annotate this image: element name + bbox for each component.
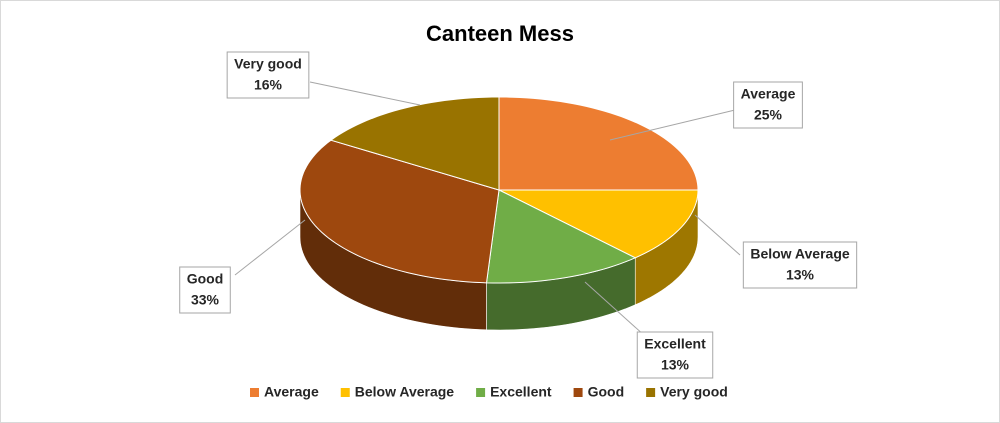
leader-line <box>234 219 306 276</box>
data-label-name: Average <box>741 86 796 102</box>
data-label-name: Excellent <box>644 336 706 352</box>
data-label-box <box>226 51 310 99</box>
data-label-name: Good <box>187 271 224 287</box>
legend-swatch <box>646 388 656 397</box>
data-label-box <box>733 81 803 129</box>
legend-label: Good <box>588 384 625 400</box>
data-label-value: 16% <box>254 77 283 93</box>
legend-swatch <box>476 388 486 397</box>
data-label-name: Very good <box>234 56 302 72</box>
chart-title: Canteen Mess <box>426 21 574 46</box>
data-label-value: 33% <box>191 292 220 308</box>
pie-slice <box>498 96 699 191</box>
pie-slice <box>485 189 637 284</box>
data-label-name: Below Average <box>750 246 850 262</box>
pie-slice <box>329 96 500 191</box>
leader-line <box>694 214 741 256</box>
legend-label: Below Average <box>355 384 455 400</box>
leader-line <box>609 109 736 141</box>
leader-line <box>309 81 421 106</box>
legend-label: Excellent <box>490 384 552 400</box>
data-label-box <box>636 331 714 379</box>
data-label-value: 13% <box>786 267 815 283</box>
legend-label: Average <box>264 384 319 400</box>
pie-slice <box>299 139 500 284</box>
data-label-box <box>179 266 231 314</box>
legend-swatch <box>340 388 350 397</box>
data-label-box <box>742 241 858 289</box>
leader-line <box>584 281 646 337</box>
data-label-value: 13% <box>661 357 690 373</box>
legend-swatch <box>250 388 259 397</box>
legend-swatch <box>573 388 583 397</box>
legend-label: Very good <box>660 384 728 400</box>
pie-slice <box>498 189 699 259</box>
data-label-value: 25% <box>754 107 783 123</box>
